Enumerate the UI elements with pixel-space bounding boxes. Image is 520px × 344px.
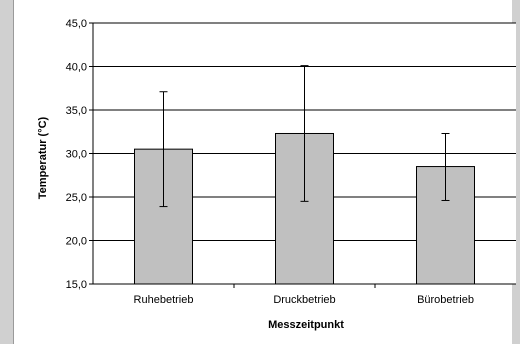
- error-bars: [159, 65, 450, 208]
- y-tick-label: 30,0: [66, 149, 87, 161]
- y-axis-title: Temperatur (°C): [37, 116, 49, 199]
- axes: [89, 22, 516, 288]
- bar: [416, 166, 475, 285]
- y-tick-label: 25,0: [66, 192, 87, 204]
- tick-labels: 15,0 20,0 25,0 30,0 35,0 40,0 45,0 Ruhebetrieb D…: [66, 18, 474, 306]
- y-tick-label: 15,0: [66, 279, 87, 291]
- y-tick-label: 45,0: [66, 18, 87, 30]
- x-tick-label: Druckbetrieb: [273, 294, 335, 306]
- x-axis-title: Messzeitpunkt: [268, 319, 344, 331]
- x-tick-label: Bürobetrieb: [417, 294, 474, 306]
- y-tick-label: 35,0: [66, 105, 87, 117]
- y-tick-label: 40,0: [66, 62, 87, 74]
- x-tick-label: Ruhebetrieb: [134, 294, 194, 306]
- y-tick-label: 20,0: [66, 236, 87, 248]
